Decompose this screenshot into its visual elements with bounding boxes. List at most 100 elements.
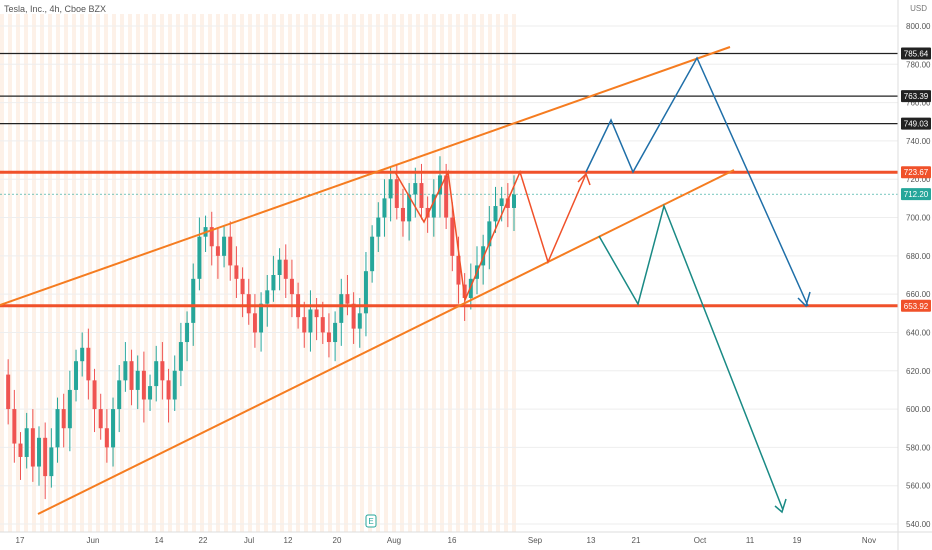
candle-body — [252, 313, 257, 333]
time-axis[interactable]: 17 Jun 14 22 Jul 12 20 Aug 16 Sep 13 21 Oct 11 19 Nov — [0, 531, 932, 545]
candle-body — [456, 255, 461, 285]
session-stripe — [104, 14, 108, 532]
price-tick-label: 760.00 — [906, 99, 931, 108]
session-stripe — [176, 14, 180, 532]
candle-body — [178, 342, 183, 371]
session-stripe — [184, 14, 188, 532]
price-tags: 785.64 763.39 749.03 723.67 712.20 653.92 — [901, 47, 931, 312]
session-stripe — [56, 14, 60, 532]
currency-label: USD — [910, 4, 927, 13]
session-stripe — [344, 14, 348, 532]
price-tick-label: 640.00 — [906, 328, 931, 337]
candle-body — [333, 322, 338, 343]
price-tick-label: 680.00 — [906, 252, 931, 261]
session-stripe — [72, 14, 76, 532]
session-stripe — [496, 14, 500, 532]
time-tick-label: 14 — [155, 536, 164, 545]
candle-body — [6, 374, 11, 410]
time-tick-label: 19 — [793, 536, 802, 545]
candle-body — [487, 221, 492, 247]
session-stripe — [264, 14, 268, 532]
session-stripe — [192, 14, 196, 532]
candle-body — [222, 236, 227, 256]
session-stripe — [368, 14, 372, 532]
session-stripe — [392, 14, 396, 532]
candle-body — [413, 183, 418, 195]
channel-upper-line — [0, 46, 731, 306]
session-stripe — [384, 14, 388, 532]
candle-body — [512, 194, 516, 208]
session-stripe — [464, 14, 468, 532]
candle-body — [308, 309, 313, 333]
session-stripe — [336, 14, 340, 532]
session-stripe — [248, 14, 252, 532]
candle-body — [499, 198, 504, 207]
time-tick-label: 22 — [199, 536, 208, 545]
session-stripe — [448, 14, 452, 532]
price-tick-label: 600.00 — [906, 405, 931, 414]
session-stripe — [96, 14, 100, 532]
price-tag-label: 723.67 — [904, 168, 929, 177]
candle-body — [259, 303, 264, 333]
candle-body — [400, 207, 405, 222]
teal-projection-path — [598, 203, 784, 511]
time-tick-label: Jul — [244, 536, 254, 545]
candle-body — [437, 175, 442, 195]
price-tag-label: 653.92 — [904, 302, 929, 311]
price-tick-label: 740.00 — [906, 137, 931, 146]
price-axis[interactable]: 540.00 560.00 580.00 600.00 620.00 640.00 660.… — [897, 0, 931, 550]
earnings-marker[interactable]: E — [365, 514, 377, 528]
earnings-label: E — [368, 517, 373, 526]
session-stripe — [144, 14, 148, 532]
session-stripe — [376, 14, 380, 532]
price-tag — [901, 166, 931, 179]
candle-body — [166, 380, 171, 400]
candle-body — [148, 386, 153, 400]
candle-body — [265, 290, 270, 304]
session-stripe — [8, 14, 12, 532]
session-stripe — [240, 14, 244, 532]
blue-projection-path — [585, 56, 809, 307]
candle-body — [370, 236, 375, 272]
candle-body — [277, 259, 282, 275]
session-stripe — [320, 14, 324, 532]
session-stripe — [40, 14, 44, 532]
price-tag — [901, 188, 931, 201]
session-stripe — [200, 14, 204, 532]
candle-body — [191, 278, 196, 323]
price-tick-label: 700.00 — [906, 214, 931, 223]
session-stripe — [0, 14, 4, 532]
candle-body — [98, 409, 103, 429]
candle-body — [320, 317, 325, 333]
session-stripe — [288, 14, 292, 532]
candle-body — [215, 246, 220, 256]
candle-body — [160, 361, 165, 381]
teal-arrow-head — [774, 498, 787, 514]
candle-body — [246, 294, 251, 314]
candle-body — [376, 217, 381, 237]
earnings-badge[interactable] — [365, 514, 377, 528]
session-stripe — [208, 14, 212, 532]
candle-body — [289, 278, 294, 295]
session-stripe — [160, 14, 164, 532]
session-stripe — [128, 14, 132, 532]
candle-body — [419, 183, 424, 208]
time-tick-label: Aug — [387, 536, 401, 545]
candle-body — [67, 389, 72, 429]
candle-body — [172, 370, 177, 400]
session-stripe — [440, 14, 444, 532]
session-stripe — [416, 14, 420, 532]
blue-arrow-head — [797, 291, 811, 308]
time-tick-label: 11 — [746, 536, 755, 545]
candle-body — [55, 409, 60, 448]
candle-body — [74, 361, 79, 390]
session-stripe — [224, 14, 228, 532]
time-tick-label: Sep — [528, 536, 543, 545]
candle-body — [61, 409, 66, 429]
price-tag-label: 712.20 — [904, 190, 929, 199]
candle-body — [407, 194, 412, 222]
price-tick-label: 780.00 — [906, 60, 931, 69]
candle-body — [326, 332, 331, 343]
